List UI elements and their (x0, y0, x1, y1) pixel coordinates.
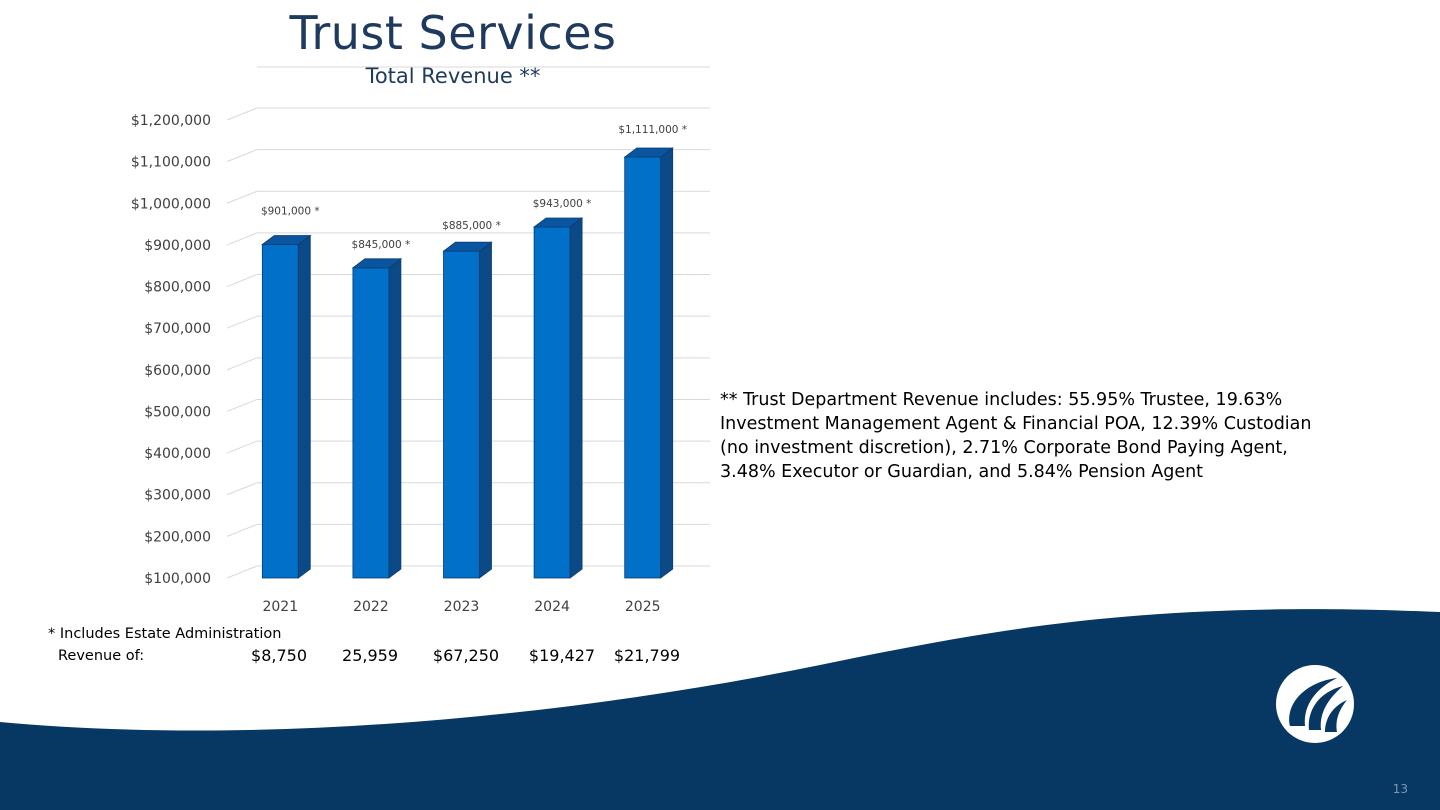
bar-top (623, 147, 674, 158)
gridline-diagonal (226, 440, 258, 454)
y-tick-label: $400,000 (144, 446, 211, 462)
data-label: $845,000 * (352, 239, 411, 251)
y-tick-label: $800,000 (144, 280, 211, 296)
y-tick-label: $1,200,000 (131, 113, 211, 129)
gridline-diagonal (226, 315, 258, 329)
bar-top (532, 217, 584, 228)
company-logo (1276, 665, 1354, 743)
bar-2021 (261, 234, 312, 579)
y-tick-label: $1,100,000 (131, 155, 211, 171)
gridline-diagonal (226, 523, 258, 537)
bar-front (624, 156, 662, 579)
estate-revenue-2024: $19,427 (528, 646, 596, 665)
y-tick-label: $900,000 (144, 238, 211, 254)
x-tick-label: 2024 (534, 599, 570, 615)
bar-front (352, 267, 390, 579)
estate-footnote: * Includes Estate Administration (48, 626, 282, 642)
bar-2025 (623, 147, 674, 579)
revenue-bar-chart: $100,000 $200,000 $300,000 $400,000 $500,000… (131, 66, 710, 615)
bar-top (351, 258, 403, 269)
gridline-diagonal (226, 274, 258, 288)
bar-top (442, 241, 493, 252)
page-number: 13 (1392, 782, 1408, 796)
revenue-of-label: Revenue of: (58, 648, 145, 664)
gridline-diagonal (226, 190, 258, 204)
bar-front (443, 250, 480, 579)
gridline-diagonal (226, 149, 258, 163)
gridline-diagonal (226, 357, 258, 371)
y-tick-label: $200,000 (144, 529, 211, 545)
bar-2023 (442, 241, 493, 579)
x-tick-label: 2022 (353, 599, 389, 615)
x-tick-label: 2021 (262, 599, 298, 615)
slide-title: Trust Services (289, 6, 617, 60)
y-tick-label: $500,000 (144, 404, 211, 420)
bar-top (261, 235, 312, 245)
estate-revenue-2022: 25,959 (342, 646, 398, 665)
note-line-3: (no investment discretion), 2.71% Corpor… (720, 438, 1288, 458)
estate-revenue-2023: $67,250 (432, 646, 500, 665)
gridline-diagonal (226, 565, 258, 579)
slide-subtitle: Total Revenue ** (365, 64, 541, 88)
gridline-diagonal (226, 232, 258, 246)
y-tick-label: $1,000,000 (131, 196, 211, 212)
note-line-2: Investment Management Agent & Financial … (720, 414, 1312, 434)
estate-revenue-2021: $8,750 (251, 646, 307, 665)
y-tick-label: $600,000 (144, 363, 211, 379)
bar-2024 (532, 217, 584, 579)
data-label: $885,000 * (442, 220, 501, 232)
gridline-diagonal (226, 482, 258, 496)
data-label: $901,000 * (261, 205, 320, 217)
gridline-diagonal (226, 398, 258, 412)
bar-2022 (351, 258, 403, 579)
bar-front (261, 244, 299, 579)
y-tick-label: $700,000 (144, 321, 211, 337)
note-line-1: ** Trust Department Revenue includes: 55… (720, 390, 1283, 410)
x-tick-label: 2025 (625, 599, 661, 615)
gridline-diagonal (226, 107, 258, 121)
data-label: $1,111,000 * (618, 124, 687, 136)
data-label: $943,000 * (533, 198, 592, 210)
y-tick-label: $100,000 (144, 571, 211, 587)
x-tick-label: 2023 (444, 599, 480, 615)
y-tick-label: $300,000 (144, 488, 211, 504)
revenue-breakdown-note: ** Trust Department Revenue includes: 55… (720, 388, 1320, 484)
wave-shape (0, 609, 1440, 810)
estate-revenue-2025: $21,799 (613, 646, 681, 665)
note-line-4: 3.48% Executor or Guardian, and 5.84% Pe… (720, 462, 1204, 482)
